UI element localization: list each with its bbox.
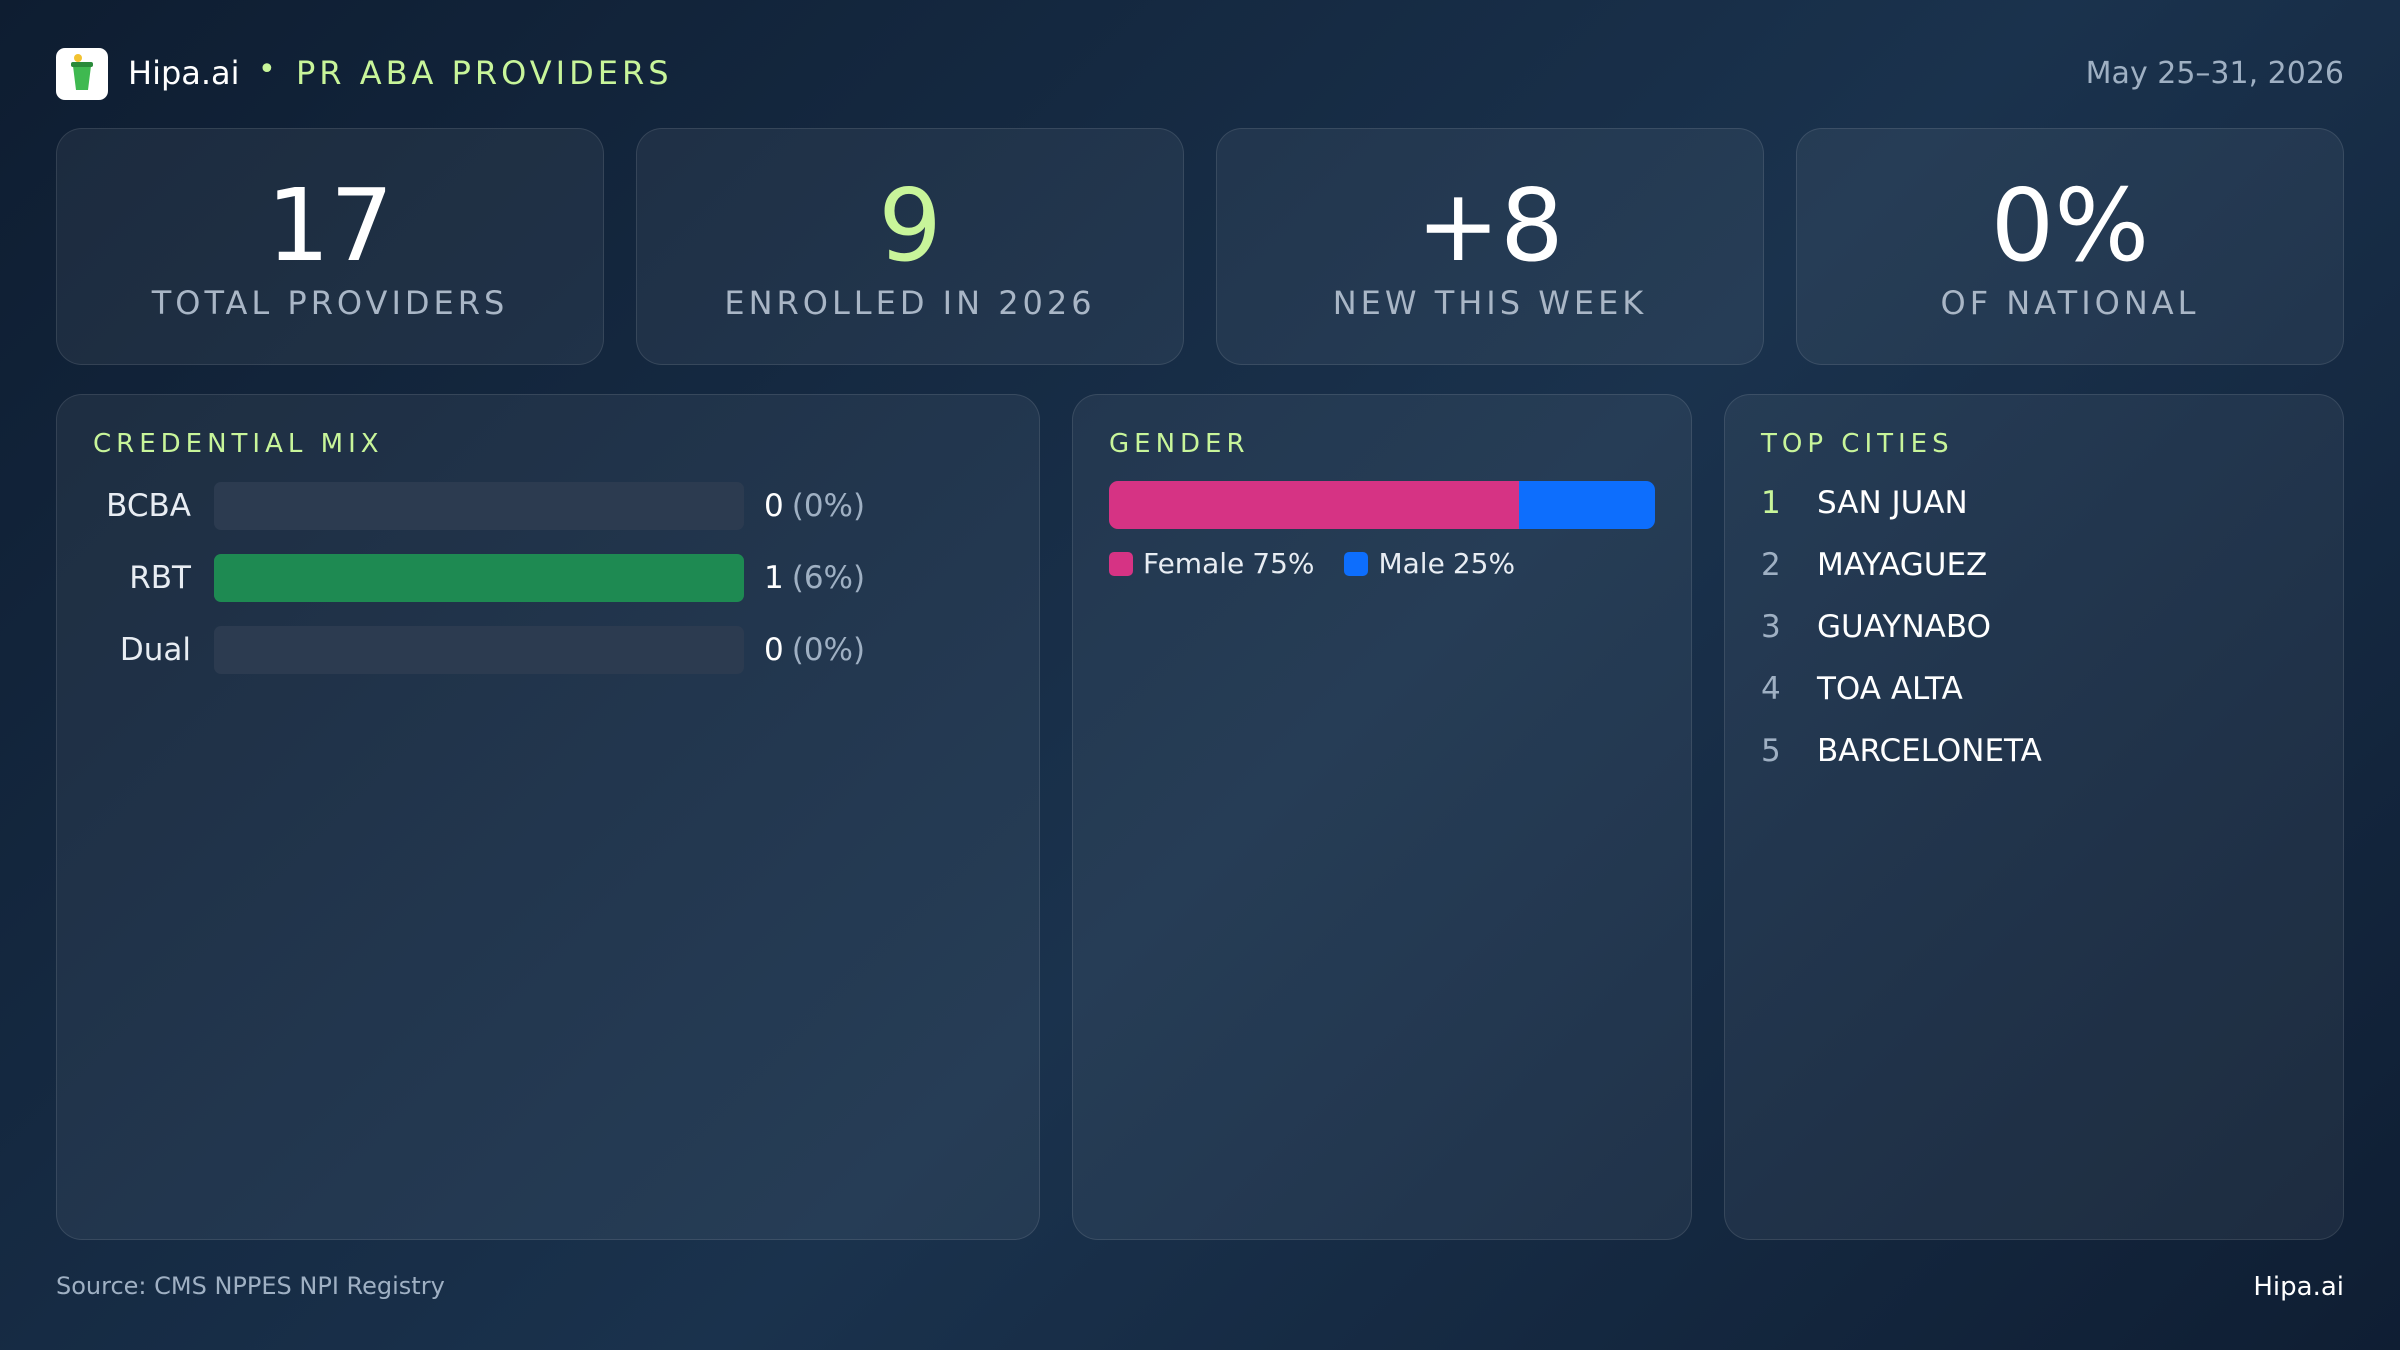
kpi-card: 9 ENROLLED IN 2026 <box>636 128 1184 365</box>
percent: (0%) <box>791 632 866 668</box>
legend-swatch <box>1109 551 1133 576</box>
percent: (6%) <box>791 560 866 596</box>
legend-item: Female 75% <box>1109 547 1314 580</box>
legend-name: Male <box>1378 547 1445 580</box>
credential-panel: CREDENTIAL MIX BCBA 0 (0%) RBT 1 (6%) Dual 0 (0%… <box>56 394 1040 1240</box>
logo <box>56 48 108 100</box>
page-title: PR ABA PROVIDERS <box>296 54 673 92</box>
bar-track <box>214 626 744 674</box>
city-name: BARCELONETA <box>1817 733 2042 769</box>
legend-swatch <box>1344 551 1369 576</box>
kpi-card: 17 TOTAL PROVIDERS <box>56 128 604 365</box>
kpi-value: 0% <box>1990 167 2150 284</box>
kpi-label: ENROLLED IN 2026 <box>724 284 1096 322</box>
city-rank: 3 <box>1761 609 1781 645</box>
source-note: Source: CMS NPPES NPI Registry <box>56 1272 445 1300</box>
city-rank: 5 <box>1761 733 1781 769</box>
separator-dot: • <box>258 52 276 87</box>
kpi-card: +8 NEW THIS WEEK <box>1216 128 1764 365</box>
gender-segment <box>1518 481 1655 529</box>
bar-track <box>214 482 744 530</box>
panel-title: TOP CITIES <box>1761 429 1954 459</box>
city-rank: 4 <box>1761 671 1781 707</box>
city-rank: 2 <box>1761 547 1781 583</box>
kpi-card: 0% OF NATIONAL <box>1796 128 2344 365</box>
bar-label: RBT <box>129 560 191 596</box>
city-name: TOA ALTA <box>1817 671 1963 707</box>
panel-title: GENDER <box>1109 429 1250 459</box>
legend-item: Male 25% <box>1344 547 1515 580</box>
value-label: 1 (6%) <box>764 554 865 602</box>
city-name: MAYAGUEZ <box>1817 547 1988 583</box>
bar <box>214 554 744 602</box>
city-name: SAN JUAN <box>1817 485 1968 521</box>
footer-brand: Hipa.ai <box>2253 1272 2344 1302</box>
brand: Hipa.ai <box>128 54 240 92</box>
panel-title: CREDENTIAL MIX <box>93 429 384 459</box>
count: 1 <box>764 560 784 596</box>
bar-label: BCBA <box>106 488 191 524</box>
cities-panel: TOP CITIES 1 SAN JUAN 2 MAYAGUEZ 3 GUAYNABO 4 T… <box>1724 394 2344 1240</box>
count: 0 <box>764 488 784 524</box>
kpi-label: OF NATIONAL <box>1940 284 2200 322</box>
legend-value: 75% <box>1252 547 1315 580</box>
value-label: 0 (0%) <box>764 482 865 530</box>
date-range: May 25–31, 2026 <box>2085 56 2344 91</box>
kpi-label: NEW THIS WEEK <box>1332 284 1648 322</box>
kpi-value: +8 <box>1416 167 1564 284</box>
gender-panel: GENDER Female 75% Male 25% <box>1072 394 1692 1240</box>
percent: (0%) <box>791 488 866 524</box>
legend-name: Female <box>1143 547 1245 580</box>
kpi-label: TOTAL PROVIDERS <box>151 284 509 322</box>
city-rank: 1 <box>1761 485 1781 521</box>
legend: Female 75% Male 25% <box>1109 547 1515 580</box>
gender-bar <box>1109 481 1655 529</box>
kpi-value: 17 <box>266 167 394 284</box>
legend-value: 25% <box>1452 547 1516 580</box>
kpi-value: 9 <box>878 167 942 284</box>
count: 0 <box>764 632 784 668</box>
gender-segment <box>1109 481 1519 529</box>
value-label: 0 (0%) <box>764 626 865 674</box>
city-name: GUAYNABO <box>1817 609 1991 645</box>
bar-label: Dual <box>119 632 191 668</box>
